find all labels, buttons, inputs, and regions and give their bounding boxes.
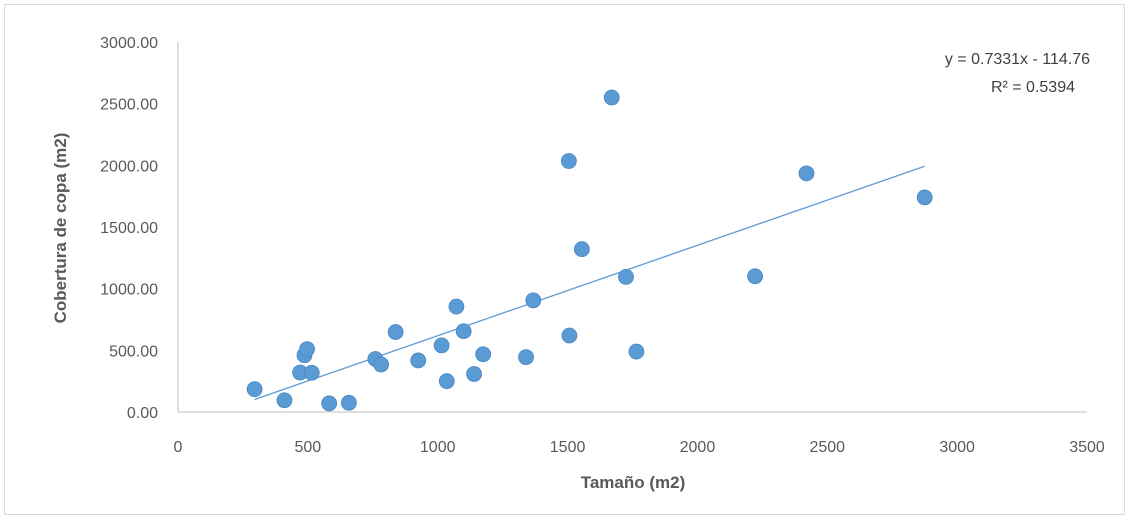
data-points — [246, 89, 933, 412]
y-tick-label: 500.00 — [109, 343, 158, 360]
data-point — [340, 394, 357, 411]
data-point — [466, 366, 482, 382]
data-point — [299, 341, 315, 358]
x-tick-label: 2000 — [680, 439, 716, 456]
x-tick-label: 2500 — [809, 439, 845, 456]
y-tick-label: 1000.00 — [100, 282, 158, 299]
y-tick-label: 0.00 — [127, 405, 158, 422]
y-axis-title: Cobertura de copa (m2) — [51, 133, 70, 324]
x-tick-label: 3000 — [939, 439, 975, 456]
data-point — [603, 89, 620, 106]
trendline-equation: y = 0.7331x - 114.76 — [945, 51, 1090, 68]
x-tick-label: 3500 — [1069, 439, 1105, 456]
y-tick-label: 3000.00 — [100, 35, 158, 52]
x-axis-title: Tamaño (m2) — [581, 473, 686, 492]
data-point — [628, 343, 645, 360]
data-point — [387, 324, 404, 340]
data-point — [747, 268, 763, 285]
data-point — [455, 323, 472, 340]
data-point — [525, 292, 542, 309]
data-point — [410, 352, 427, 369]
y-tick-label: 2000.00 — [100, 158, 158, 175]
data-point — [373, 356, 389, 373]
data-point — [518, 349, 534, 366]
data-point — [475, 346, 492, 363]
data-point — [618, 269, 634, 285]
data-point — [276, 392, 293, 409]
y-tick-label: 1500.00 — [100, 220, 158, 237]
data-point — [448, 298, 465, 315]
x-tick-label: 1000 — [420, 439, 456, 456]
chart-frame — [4, 4, 1125, 515]
x-tick-label: 500 — [295, 439, 322, 456]
data-point — [433, 337, 450, 354]
y-tick-label: 2500.00 — [100, 97, 158, 114]
data-point — [246, 381, 263, 398]
data-point — [798, 165, 815, 182]
data-point — [916, 189, 933, 206]
trendline — [254, 165, 925, 401]
data-point — [560, 153, 577, 169]
data-point — [561, 327, 578, 344]
data-point — [321, 395, 338, 412]
x-tick-labels: 0 500 1000 1500 2000 2500 3000 3500 — [174, 439, 1105, 456]
y-tick-labels: 0.00 500.00 1000.00 1500.00 2000.00 2500.00 30… — [100, 35, 158, 422]
x-tick-label: 1500 — [550, 439, 586, 456]
r-squared-label: R² = 0.5394 — [991, 79, 1075, 96]
x-tick-label: 0 — [174, 439, 183, 456]
data-point — [573, 241, 590, 258]
data-point — [438, 373, 455, 390]
data-point — [303, 364, 320, 381]
